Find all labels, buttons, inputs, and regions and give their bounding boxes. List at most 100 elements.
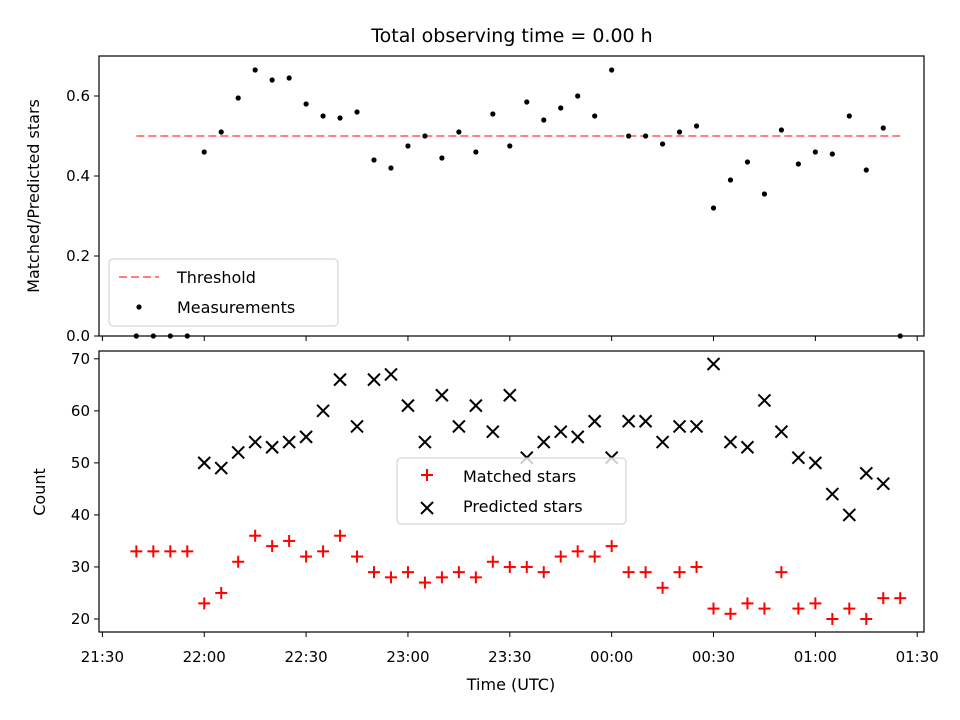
matched-star-point <box>690 560 703 573</box>
predicted-star-point <box>333 372 347 387</box>
matched-star-point <box>792 602 805 615</box>
matched-star-point <box>181 545 194 558</box>
matched-star-point <box>741 597 754 610</box>
measurement-point <box>693 123 700 129</box>
measurement-point <box>490 111 496 117</box>
matched-star-point <box>707 602 720 615</box>
measurement-point <box>592 113 598 119</box>
matched-star-point <box>198 597 211 610</box>
bottom-y-axis-label: Count <box>30 468 49 516</box>
x-axis-label: Time (UTC) <box>466 675 555 694</box>
x-tick-label: 23:30 <box>488 648 531 666</box>
measurement-point <box>235 95 241 101</box>
measurement-point <box>405 143 411 149</box>
matched-star-point <box>554 550 567 563</box>
top-y-tick-label: 0.6 <box>66 87 90 105</box>
matched-star-point <box>622 566 635 579</box>
measurement-point <box>252 67 258 73</box>
matched-star-point <box>368 566 380 579</box>
predicted-star-point <box>825 487 840 501</box>
predicted-star-point <box>638 414 653 428</box>
top-y-tick-label: 0.0 <box>66 327 90 345</box>
measurement-point <box>320 113 326 119</box>
matched-star-point <box>724 607 737 620</box>
predicted-star-point <box>537 435 551 449</box>
top-plot-area <box>133 67 903 339</box>
matched-star-point <box>401 566 414 579</box>
matched-star-point <box>894 592 907 605</box>
matched-star-point <box>249 529 262 542</box>
matched-star-point <box>317 545 330 558</box>
matched-star-point <box>384 571 397 584</box>
measurement-point <box>744 159 751 165</box>
bottom-y-axis: 20 30 40 50 60 70 <box>71 350 99 628</box>
matched-star-point <box>435 571 448 584</box>
measurement-point <box>880 125 886 131</box>
matched-star-point <box>860 612 873 625</box>
predicted-star-point <box>452 419 466 434</box>
matched-star-point <box>283 534 296 547</box>
measurement-point <box>286 75 292 81</box>
matched-star-point <box>826 612 839 625</box>
measurement-point <box>863 167 869 173</box>
bottom-axes-frame <box>98 350 925 633</box>
predicted-star-point <box>757 393 772 408</box>
measurement-point <box>829 151 835 157</box>
top-legend: Threshold Measurements <box>108 258 339 327</box>
measurement-point <box>812 149 818 155</box>
matched-star-point <box>351 550 364 563</box>
chart-title: Total observing time = 0.00 h <box>370 25 652 47</box>
x-tick-label: 00:30 <box>692 648 735 666</box>
predicted-star-point <box>706 357 721 371</box>
predicted-stars-legend-label: Predicted stars <box>463 497 583 516</box>
measurement-point <box>761 191 768 197</box>
predicted-star-point <box>350 419 364 434</box>
bottom-panel: 20 30 40 50 60 70 21:30 22:00 22:30 23:00 23:30 00… <box>30 350 939 694</box>
predicted-star-point <box>655 435 670 449</box>
matched-star-point <box>605 540 618 553</box>
measurement-point <box>422 133 428 139</box>
measurement-point <box>659 141 666 147</box>
predicted-star-point <box>503 388 517 402</box>
measurement-point <box>541 117 547 123</box>
matched-star-point <box>266 540 279 553</box>
predicted-star-point <box>554 424 568 439</box>
measurement-point <box>269 77 275 83</box>
top-y-axis-label: Matched/Predicted stars <box>24 99 43 293</box>
matched-star-point <box>469 571 482 584</box>
measurement-point <box>507 143 513 149</box>
measurement-point <box>371 157 377 163</box>
predicted-star-point <box>401 398 415 413</box>
measurement-point <box>676 129 683 135</box>
predicted-star-point <box>231 445 245 460</box>
measurement-point <box>575 93 581 99</box>
x-tick-label: 22:00 <box>183 648 226 666</box>
predicted-star-point <box>486 424 500 439</box>
matched-star-point <box>147 545 160 558</box>
measurement-point <box>558 105 564 111</box>
matched-star-point <box>452 566 465 579</box>
bottom-legend: Matched stars Predicted stars <box>396 457 627 525</box>
predicted-star-point <box>214 461 228 475</box>
x-tick-label: 23:00 <box>386 648 429 666</box>
bottom-legend-box <box>396 457 627 525</box>
top-y-axis: 0.0 0.2 0.4 0.6 <box>66 87 99 345</box>
predicted-star-point <box>876 476 890 491</box>
matched-star-point <box>418 576 431 589</box>
matched-star-point <box>503 560 516 573</box>
bottom-y-tick-label: 20 <box>71 610 90 628</box>
predicted-star-point <box>808 456 823 470</box>
predicted-star-point <box>367 372 381 387</box>
predicted-star-point <box>859 466 873 480</box>
bottom-plot-area <box>130 357 907 625</box>
predicted-star-point <box>689 419 704 434</box>
matched-star-point <box>809 597 822 610</box>
matched-stars-legend-label: Matched stars <box>463 467 576 486</box>
predicted-star-point <box>418 435 432 449</box>
predicted-star-point <box>384 367 398 382</box>
measurement-point <box>609 67 615 73</box>
matched-star-point <box>520 560 533 573</box>
bottom-x-axis: 21:30 22:00 22:30 23:00 23:30 00:00 00:30 01:00… <box>81 632 939 666</box>
